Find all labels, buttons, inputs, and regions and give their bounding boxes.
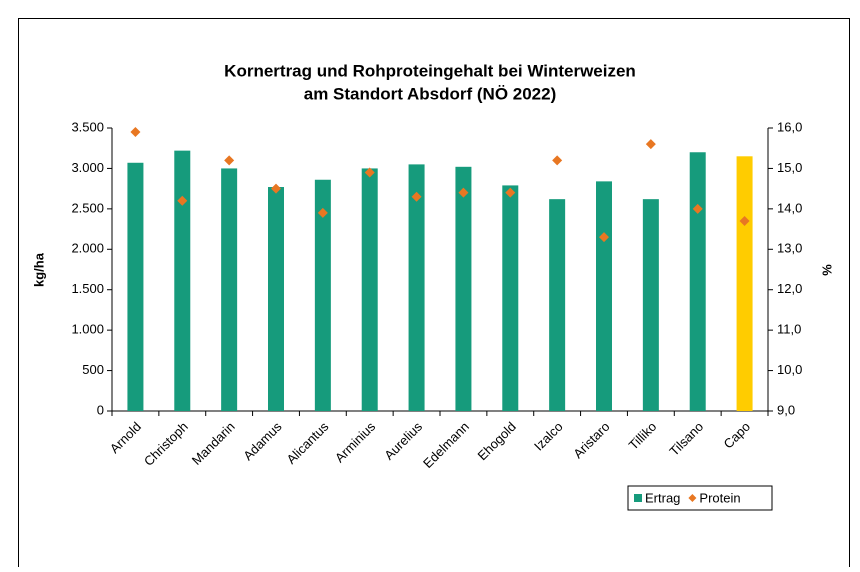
bar xyxy=(502,185,519,411)
y-tick-label: 2.000 xyxy=(71,241,104,256)
x-tick-label: Mandarin xyxy=(189,419,238,468)
marker xyxy=(224,155,235,166)
marker xyxy=(599,232,609,243)
y-tick-label: 3.000 xyxy=(71,160,104,175)
legend-swatch xyxy=(688,494,697,502)
y-tick-label: 2.500 xyxy=(71,200,104,215)
y2-tick-label: 14,0 xyxy=(777,200,802,215)
marker xyxy=(645,139,656,150)
x-tick-label: Adamus xyxy=(240,419,285,464)
marker xyxy=(271,183,281,194)
x-tick-label: Tilsano xyxy=(666,419,706,459)
x-tick-label: Aurelius xyxy=(381,419,425,463)
marker xyxy=(411,191,422,202)
chart-title: am Standort Absdorf (NÖ 2022) xyxy=(304,84,557,103)
legend-swatch xyxy=(634,494,642,502)
bar xyxy=(268,187,284,411)
bar xyxy=(221,168,238,411)
legend-label: Protein xyxy=(699,490,740,505)
y-axis-title: kg/ha xyxy=(31,252,46,287)
bar xyxy=(689,152,706,411)
y-tick-label: 1.000 xyxy=(71,322,104,337)
marker xyxy=(739,215,750,226)
marker xyxy=(177,195,188,206)
legend-box xyxy=(627,485,773,511)
marker xyxy=(458,187,469,198)
marker xyxy=(317,207,328,218)
bar xyxy=(174,150,191,411)
y2-tick-label: 13,0 xyxy=(777,241,802,256)
legend-label: Ertrag xyxy=(645,490,680,505)
marker xyxy=(552,155,563,166)
bar xyxy=(314,179,331,411)
bar xyxy=(596,181,612,411)
x-tick-label: Christoph xyxy=(141,419,191,469)
y-tick-label: 3.500 xyxy=(71,119,104,134)
bar xyxy=(736,156,753,411)
y2-axis-title: % xyxy=(820,264,835,276)
bar xyxy=(549,199,566,411)
x-tick-label: Tilliko xyxy=(626,419,660,453)
bar xyxy=(361,168,378,411)
y-tick-label: 0 xyxy=(97,402,104,417)
x-tick-label: Arminius xyxy=(332,419,379,466)
y2-tick-label: 12,0 xyxy=(777,281,802,296)
x-tick-label: Arnold xyxy=(107,419,144,456)
y2-tick-label: 15,0 xyxy=(777,160,802,175)
y-tick-label: 500 xyxy=(82,362,104,377)
x-tick-label: Capo xyxy=(721,419,754,452)
marker xyxy=(130,127,141,138)
x-tick-label: Edelmann xyxy=(420,419,472,471)
x-tick-label: Aristaro xyxy=(570,419,612,461)
y2-tick-label: 16,0 xyxy=(777,119,802,134)
y2-tick-label: 11,0 xyxy=(777,322,801,337)
x-tick-label: Ehogold xyxy=(474,419,518,463)
marker xyxy=(364,167,375,178)
chart-border xyxy=(18,18,850,572)
x-tick-label: Izalco xyxy=(531,419,566,454)
bar xyxy=(455,166,472,411)
chart-title: Kornertrag und Rohproteingehalt bei Wint… xyxy=(224,61,636,80)
y-tick-label: 1.500 xyxy=(71,281,104,296)
y2-tick-label: 10,0 xyxy=(777,362,802,377)
bar xyxy=(642,199,659,411)
marker xyxy=(505,187,516,198)
bar xyxy=(127,162,144,411)
x-tick-label: Alicantus xyxy=(284,419,332,467)
bar xyxy=(408,164,425,411)
y2-tick-label: 9,0 xyxy=(777,402,795,417)
marker xyxy=(692,203,703,214)
